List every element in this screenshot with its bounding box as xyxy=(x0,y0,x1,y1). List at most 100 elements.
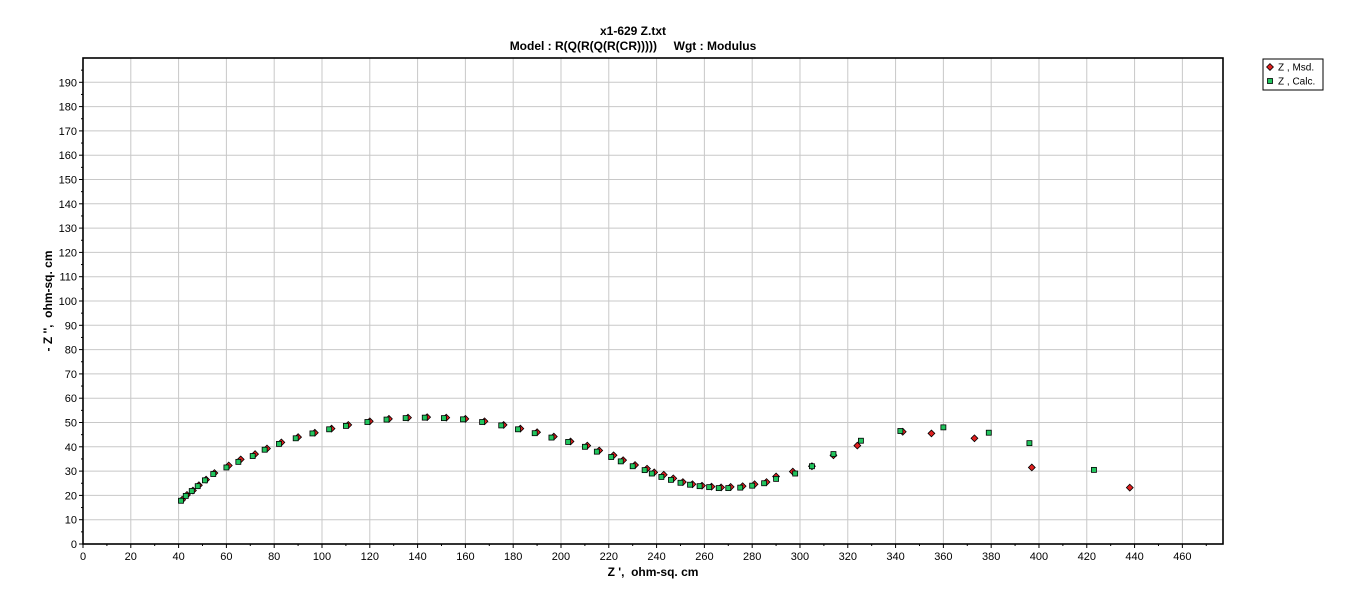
calculated-point xyxy=(1091,466,1097,473)
calculated-point xyxy=(830,451,837,457)
legend-marker-measured xyxy=(1266,63,1274,71)
calculated-point xyxy=(687,481,693,488)
y-tick-label: 100 xyxy=(59,296,77,308)
x-axis-ticks: 0 20 40 60 80 100 120 140 160 180 200 220 240 260 280 3… xyxy=(80,544,1207,563)
calculated-point xyxy=(696,483,703,490)
calculated-point xyxy=(581,443,588,450)
legend-marker-calculated xyxy=(1267,78,1273,84)
calculated-point xyxy=(223,464,230,471)
x-tick-label: 40 xyxy=(172,551,184,563)
y-tick-label: 170 xyxy=(59,126,77,138)
x-tick-label: 80 xyxy=(268,551,280,563)
x-tick-label: 380 xyxy=(982,551,1000,563)
calculated-point xyxy=(531,430,538,437)
x-tick-label: 60 xyxy=(220,551,232,563)
calculated-point xyxy=(188,488,195,494)
calculated-point xyxy=(648,470,655,477)
calculated-point xyxy=(897,428,904,434)
y-tick-label: 150 xyxy=(59,175,77,187)
calculated-point xyxy=(617,458,624,465)
x-tick-label: 120 xyxy=(361,551,379,563)
calculated-point xyxy=(761,480,768,487)
calculated-point xyxy=(940,424,947,431)
y-tick-label: 80 xyxy=(65,345,77,357)
calculated-point xyxy=(342,423,349,429)
x-tick-label: 140 xyxy=(408,551,426,563)
calculated-point xyxy=(715,485,722,492)
measured-point xyxy=(1027,463,1036,472)
calculated-point xyxy=(658,474,665,480)
calculated-point xyxy=(548,434,555,441)
calculated-point xyxy=(235,458,242,465)
x-tick-label: 300 xyxy=(791,551,809,563)
x-tick-label: 0 xyxy=(80,551,86,563)
x-tick-label: 240 xyxy=(647,551,665,563)
y-axis-ticks: 0 10 20 30 40 50 60 70 80 90 100 110 120 130 140 150 160… xyxy=(59,69,83,551)
calculated-point xyxy=(565,439,572,445)
calculated-point xyxy=(668,476,674,483)
y-axis-title: - Z '', ohm-sq. cm xyxy=(41,250,55,351)
calculated-point xyxy=(725,485,732,492)
calculated-point xyxy=(460,416,466,423)
legend-items: Z , Msd. Z , Calc. xyxy=(1266,63,1315,88)
calculated-point xyxy=(858,437,864,444)
y-tick-label: 110 xyxy=(59,272,77,284)
calculated-point xyxy=(261,446,268,453)
y-tick-label: 10 xyxy=(65,515,77,527)
calculated-point xyxy=(677,479,684,486)
calculated-point xyxy=(498,422,505,429)
x-tick-label: 280 xyxy=(743,551,761,563)
chart-title: x1-629 Z.txt xyxy=(600,24,666,38)
calculated-point xyxy=(593,448,600,455)
calculated-point xyxy=(706,484,713,491)
x-tick-label: 440 xyxy=(1125,551,1143,563)
chart-subtitle: Model : R(Q(R(Q(R(CR))))) Wgt : Modulus xyxy=(510,39,757,53)
legend-label-measured: Z , Msd. xyxy=(1278,63,1314,74)
y-tick-label: 120 xyxy=(59,247,77,259)
y-tick-label: 130 xyxy=(59,223,77,235)
calculated-point xyxy=(182,492,189,499)
x-tick-label: 400 xyxy=(1030,551,1048,563)
y-tick-label: 50 xyxy=(65,418,77,430)
calculated-point xyxy=(773,475,779,482)
measured-point xyxy=(970,434,979,443)
calculated-point xyxy=(479,419,486,425)
y-tick-label: 0 xyxy=(71,539,77,551)
calculated-point xyxy=(402,415,409,422)
calculated-point xyxy=(194,483,201,490)
y-tick-label: 70 xyxy=(65,369,77,381)
calculated-point xyxy=(210,471,217,477)
x-tick-label: 320 xyxy=(839,551,857,563)
x-tick-label: 160 xyxy=(456,551,474,563)
calculated-point xyxy=(309,430,316,437)
x-tick-label: 100 xyxy=(313,551,331,563)
calculated-point xyxy=(383,416,390,423)
calculated-point xyxy=(201,477,208,484)
calculated-point xyxy=(440,415,447,422)
data-series xyxy=(178,413,1134,504)
x-axis-title: Z ', ohm-sq. cm xyxy=(608,565,699,579)
calculated-point xyxy=(749,482,756,489)
y-tick-label: 90 xyxy=(65,320,77,332)
calculated-point xyxy=(792,470,799,477)
calculated-point xyxy=(292,435,299,442)
calculated-point xyxy=(737,484,744,491)
calculated-point xyxy=(629,463,636,470)
calculated-point xyxy=(276,440,282,447)
calculated-point xyxy=(1026,440,1033,447)
x-tick-label: 180 xyxy=(504,551,522,563)
calculated-point xyxy=(985,429,992,436)
calculated-point xyxy=(421,414,428,421)
x-tick-label: 360 xyxy=(934,551,952,563)
legend: Z , Msd. Z , Calc. xyxy=(1262,58,1324,91)
y-tick-label: 30 xyxy=(65,466,77,478)
calculated-point xyxy=(178,497,184,504)
series-calculated xyxy=(178,414,1097,504)
y-tick-label: 190 xyxy=(59,77,77,89)
x-tick-label: 200 xyxy=(552,551,570,563)
grid xyxy=(83,58,1223,544)
x-tick-label: 260 xyxy=(695,551,713,563)
y-tick-label: 160 xyxy=(59,150,77,162)
y-tick-label: 20 xyxy=(65,490,77,502)
